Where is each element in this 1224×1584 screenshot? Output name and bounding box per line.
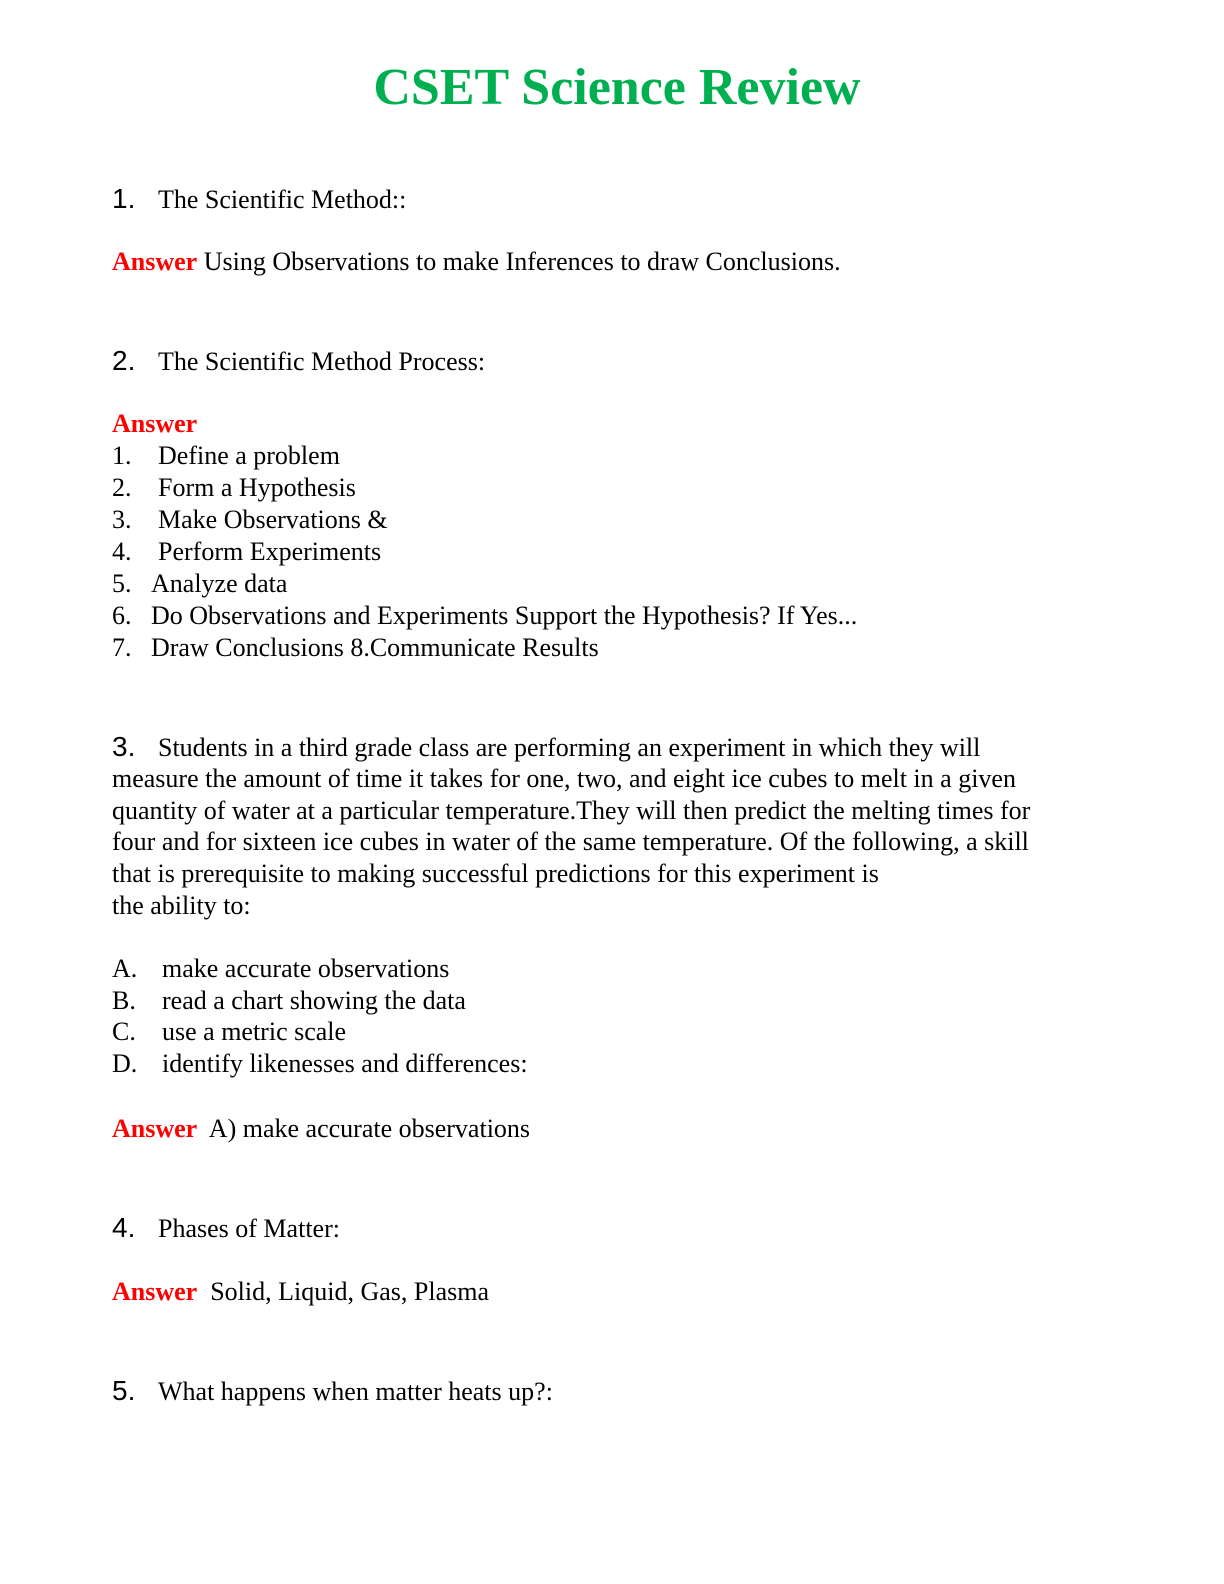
question-3-line: quantity of water at a particular temper… [112, 796, 1031, 825]
question-number: 4. [112, 1212, 136, 1243]
list-number: 3. [112, 505, 132, 534]
list-number: 1. [112, 441, 132, 470]
page-title: CSET Science Review [373, 59, 861, 116]
list-number: 7. [112, 633, 132, 662]
list-item: 2. Form a Hypothesis [112, 473, 356, 503]
question-3-line: that is prerequisite to making successfu… [112, 859, 879, 888]
question-3-line: four and for sixteen ice cubes in water … [112, 827, 1029, 856]
list-text: Perform Experiments [158, 537, 382, 566]
answer-4: Answer Solid, Liquid, Gas, Plasma [112, 1277, 489, 1307]
question-number: 3. [112, 731, 136, 762]
question-4: 4. Phases of Matter: [112, 1213, 340, 1244]
list-item: 4. Perform Experiments [112, 537, 381, 567]
list-number: 6. [112, 601, 132, 630]
answer-text: A) make accurate observations [208, 1114, 531, 1143]
answer-text: Solid, Liquid, Gas, Plasma [210, 1277, 489, 1306]
answer-2: Answer [112, 409, 197, 439]
option-letter: B. [112, 986, 136, 1015]
list-number: 4. [112, 537, 132, 566]
answer-label: Answer [112, 1277, 198, 1306]
question-3-line: measure the amount of time it takes for … [112, 764, 1016, 793]
option-letter: C. [112, 1017, 136, 1046]
option-b: B. read a chart showing the data [112, 986, 466, 1016]
option-letter: A. [112, 954, 138, 983]
question-2: 2. The Scientific Method Process: [112, 346, 485, 377]
list-item: 7. Draw Conclusions 8.Communicate Results [112, 633, 599, 663]
question-3-line: the ability to: [112, 891, 251, 920]
answer-1: Answer Using Observations to make Infere… [112, 247, 841, 277]
list-text: Draw Conclusions 8.Communicate Results [151, 633, 599, 662]
question-text: Students in a third grade class are perf… [158, 733, 981, 762]
question-number: 2. [112, 345, 136, 376]
option-text: use a metric scale [162, 1017, 347, 1046]
answer-label: Answer [112, 247, 198, 276]
question-number: 5. [112, 1375, 136, 1406]
list-text: Analyze data [151, 569, 288, 598]
list-text: Define a problem [158, 441, 340, 470]
list-text: Form a Hypothesis [158, 473, 356, 502]
option-text: read a chart showing the data [162, 986, 466, 1015]
list-number: 5. [112, 569, 132, 598]
question-1: 1. The Scientific Method:: [112, 184, 406, 215]
question-3-line: 3. Students in a third grade class are pe… [112, 732, 980, 763]
option-letter: D. [112, 1049, 138, 1078]
list-item: 1. Define a problem [112, 441, 340, 471]
answer-text: Using Observations to make Inferences to… [203, 247, 841, 276]
answer-label: Answer [112, 1114, 198, 1143]
option-c: C. use a metric scale [112, 1017, 346, 1047]
question-text: Phases of Matter: [158, 1214, 340, 1243]
question-text: What happens when matter heats up?: [158, 1377, 553, 1406]
list-text: Make Observations & [158, 505, 388, 534]
option-a: A. make accurate observations [112, 954, 449, 984]
question-number: 1. [112, 183, 136, 214]
question-text: The Scientific Method Process: [158, 347, 486, 376]
list-item: 3. Make Observations & [112, 505, 388, 535]
list-item: 5. Analyze data [112, 569, 287, 599]
answer-3: Answer A) make accurate observations [112, 1114, 530, 1144]
option-text: make accurate observations [162, 954, 450, 983]
list-item: 6. Do Observations and Experiments Suppor… [112, 601, 857, 631]
option-d: D. identify likenesses and differences: [112, 1049, 528, 1079]
answer-label: Answer [112, 409, 198, 438]
list-number: 2. [112, 473, 132, 502]
option-text: identify likenesses and differences: [162, 1049, 528, 1078]
list-text: Do Observations and Experiments Support … [151, 601, 858, 630]
question-5: 5. What happens when matter heats up?: [112, 1376, 553, 1407]
question-text: The Scientific Method:: [158, 185, 407, 214]
